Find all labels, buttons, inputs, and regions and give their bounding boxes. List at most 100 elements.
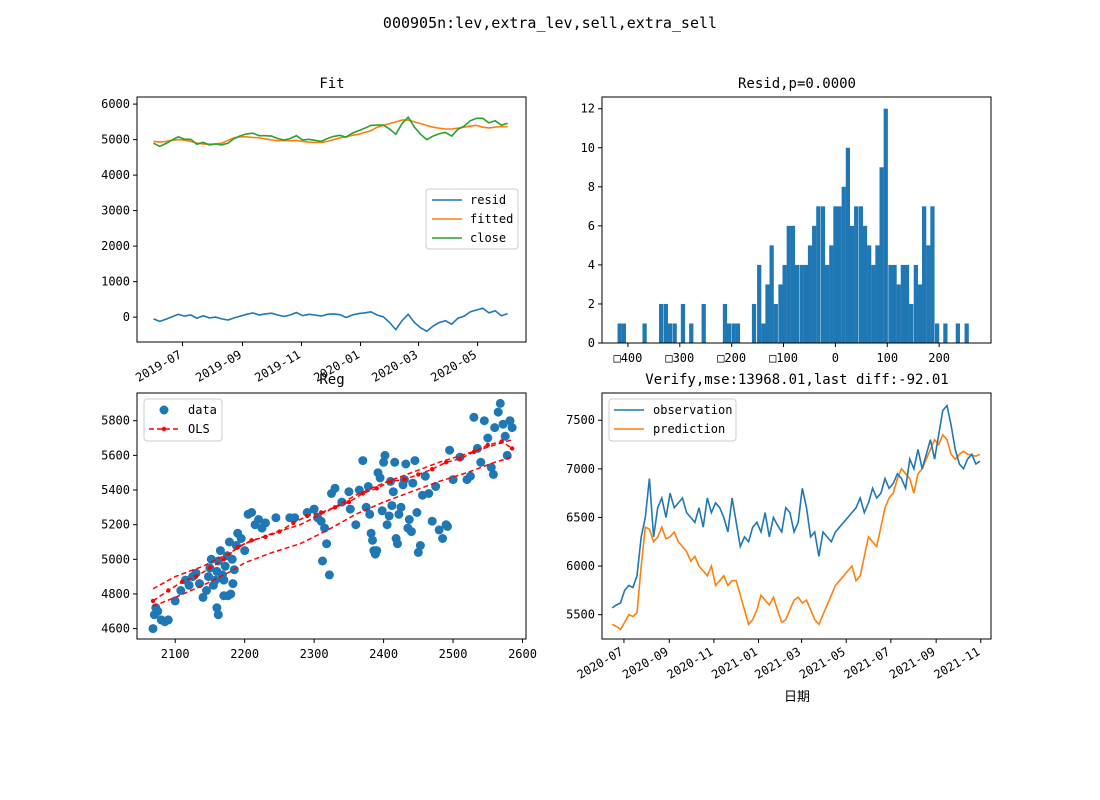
fit-ytick-label: 6000: [101, 97, 130, 111]
histogram-bar: [782, 264, 787, 343]
data-point: [322, 539, 332, 549]
fit-xtick-label: 2020-03: [369, 347, 420, 384]
data-point: [488, 469, 498, 479]
histogram-bar: [773, 303, 778, 343]
data-point: [490, 423, 500, 433]
histogram-bar: [757, 264, 762, 343]
resid-panel: Resid,p=0.0000 0 2 4 6 8 10 12 □400 □300 □200 □100…: [581, 76, 992, 365]
histogram-bar: [934, 323, 940, 343]
histogram-bar: [812, 225, 817, 343]
histogram-bar: [955, 323, 960, 343]
fit-line-resid: [153, 307, 508, 333]
ols-point: [457, 456, 463, 461]
resid-xtick-label: 0: [832, 351, 839, 365]
ols-upper-band: [152, 439, 513, 590]
histogram-bar: [943, 323, 948, 343]
resid-xtick-label: 200: [928, 351, 950, 365]
data-point: [184, 580, 194, 590]
data-point: [227, 554, 237, 564]
reg-ytick-label: 5000: [101, 552, 130, 566]
data-point: [211, 575, 220, 585]
data-point: [412, 508, 422, 517]
resid-xtick-label: 100: [876, 351, 898, 365]
reg-xtick-label: 2400: [369, 647, 398, 661]
histogram-bar: [837, 206, 842, 343]
verify-legend: observation prediction: [608, 398, 737, 442]
data-point: [448, 475, 458, 485]
resid-title: Resid,p=0.0000: [738, 76, 856, 92]
data-point: [493, 407, 503, 417]
data-point: [388, 487, 398, 497]
ols-point: [509, 446, 515, 451]
resid-ytick-label: 0: [588, 336, 595, 350]
data-point: [148, 624, 158, 634]
ols-point: [249, 538, 254, 543]
histogram-bar: [672, 323, 677, 343]
verify-panel: Verify,mse:13968.01,last diff:-92.01 550…: [566, 372, 992, 705]
data-point: [507, 423, 517, 433]
data-point: [498, 419, 508, 429]
data-point: [213, 556, 223, 566]
ols-point: [150, 598, 156, 604]
resid-xtick-label: □100: [769, 351, 798, 365]
legend-label-prediction: prediction: [653, 422, 725, 436]
data-point: [223, 591, 233, 601]
histogram-bar: [825, 264, 830, 343]
reg-xtick-label: 2100: [161, 647, 190, 661]
verify-axis-ticks: 5500 6000 6500 7000 7500 2020-072020-092020-1…: [566, 413, 982, 682]
histogram-bar: [862, 225, 868, 343]
histogram-bar: [833, 206, 838, 343]
verify-xlabel: 日期: [784, 690, 810, 705]
ols-point: [277, 529, 282, 534]
histogram-bar: [689, 323, 694, 343]
data-point: [382, 520, 392, 530]
fit-legend-box: [425, 188, 519, 250]
verify-ytick-label: 7000: [566, 462, 595, 476]
figure-suptitle: 000905n:lev,extra_lev,sell,extra_sell: [383, 14, 717, 32]
histogram-bar: [841, 186, 846, 343]
data-point: [213, 610, 223, 620]
histogram-bar: [663, 303, 668, 343]
ols-point: [180, 579, 185, 584]
legend-label-fitted: fitted: [470, 212, 513, 226]
reg-legend: data OLS: [143, 398, 223, 442]
data-point: [330, 483, 340, 493]
ols-point: [166, 588, 171, 593]
reg-panel: 4600 4800 5000 5200 5400 5600 5800 2100 2200 2300…: [101, 372, 537, 661]
data-point: [384, 511, 394, 521]
ols-point: [360, 491, 365, 496]
data-point: [483, 433, 493, 443]
data-point: [495, 398, 505, 408]
histogram-bar: [845, 147, 851, 343]
data-point: [318, 556, 327, 566]
data-point: [415, 541, 425, 550]
histogram-bar: [667, 323, 673, 343]
data-point: [401, 459, 411, 469]
resid-ytick-label: 4: [588, 258, 595, 272]
ols-line: [152, 440, 513, 602]
data-point: [420, 471, 430, 481]
resid-ytick-label: 2: [588, 297, 595, 311]
histogram-bar: [790, 225, 796, 343]
histogram-bar: [722, 303, 728, 343]
data-point: [505, 416, 515, 426]
ols-point: [416, 472, 421, 477]
data-point: [366, 528, 376, 538]
data-point: [198, 592, 208, 602]
histogram-bar: [799, 264, 804, 343]
data-point: [469, 412, 479, 422]
resid-xtick-label: □300: [665, 351, 694, 365]
ols-point: [305, 513, 310, 519]
ols-point: [332, 505, 338, 510]
verify-xtick-label: 2021-09: [887, 644, 938, 681]
resid-histogram-bars: [617, 108, 969, 344]
ols-point: [374, 486, 379, 491]
fit-legend: resid fitted close: [425, 188, 519, 250]
data-point: [404, 515, 414, 524]
data-point: [271, 513, 281, 523]
fit-xtick-label: 2019-07: [133, 347, 184, 384]
resid-ytick-label: 10: [581, 141, 595, 155]
histogram-bar: [909, 303, 914, 343]
histogram-bar: [820, 206, 826, 343]
